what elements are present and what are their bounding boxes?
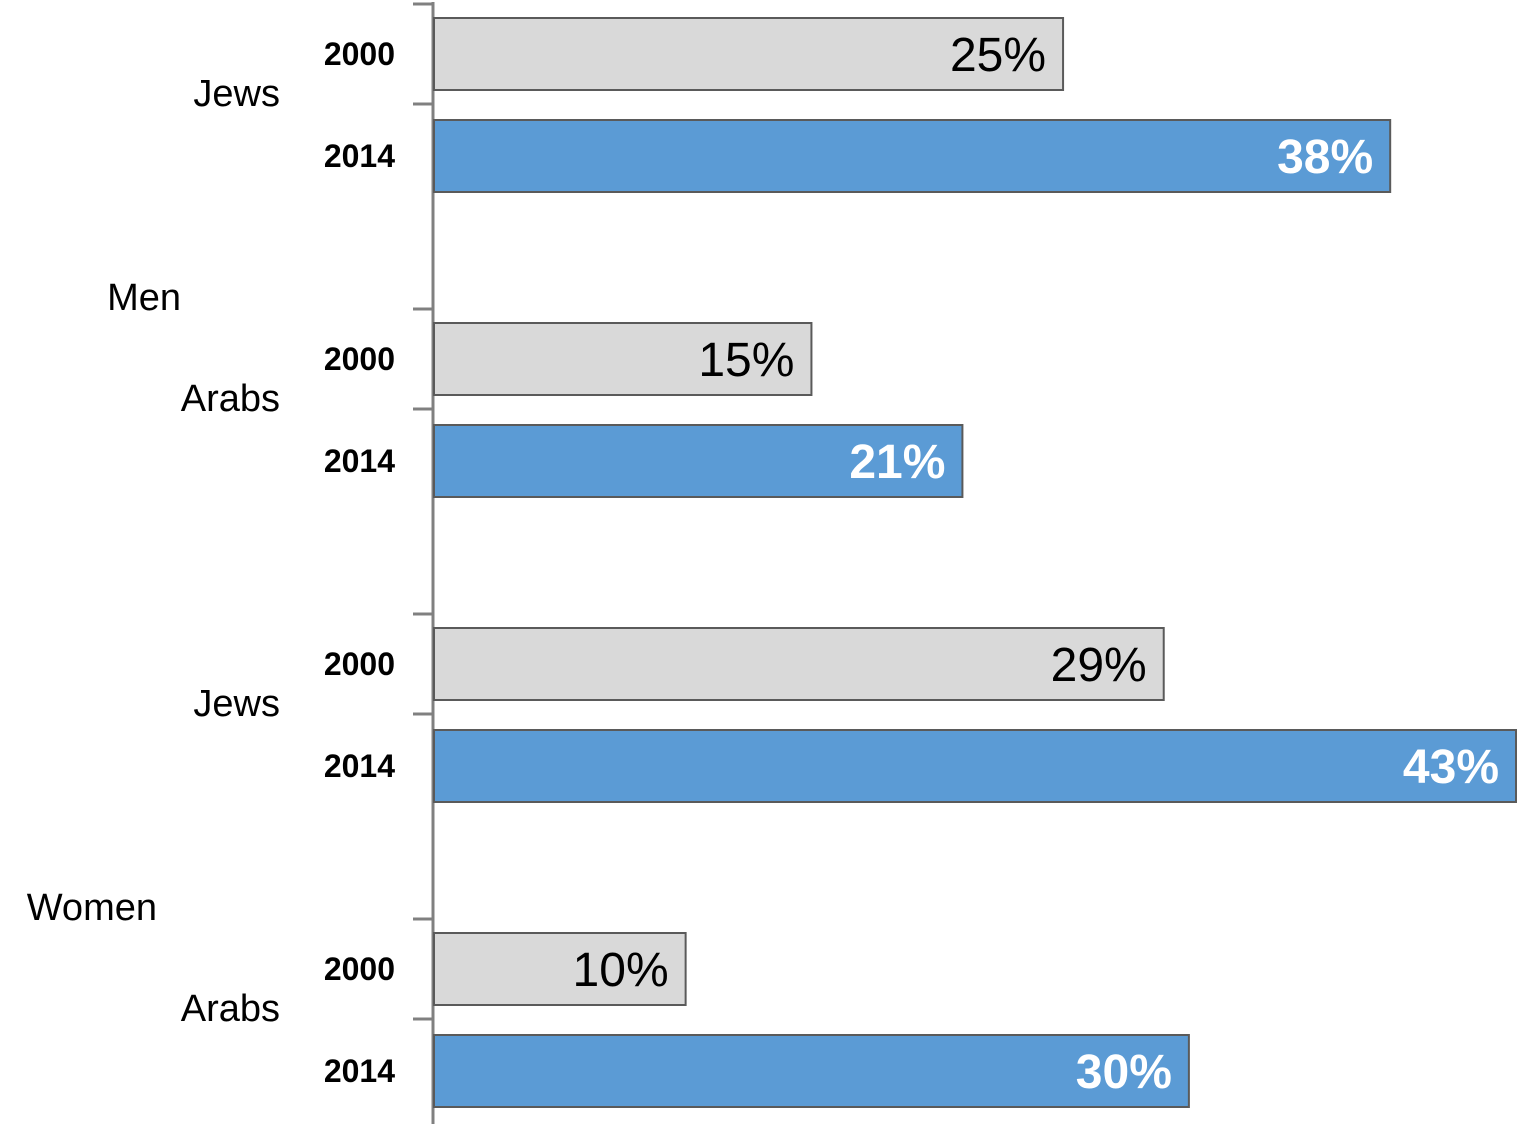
bar-women-jews-2000 xyxy=(433,627,1165,701)
year-tick-label: 2000 xyxy=(324,36,395,72)
year-tick-label: 2000 xyxy=(324,341,395,377)
bar-women-jews-2014 xyxy=(433,729,1517,803)
bar-value-label: 30% xyxy=(1076,1046,1172,1099)
year-tick-label: 2014 xyxy=(324,1053,395,1089)
group-label: Arabs xyxy=(181,378,280,420)
bar-women-arabs-2000 xyxy=(433,932,687,1006)
bar-value-label: 21% xyxy=(849,436,945,489)
bar-men-arabs-2014 xyxy=(433,424,964,498)
bar-men-jews-2000 xyxy=(433,17,1065,91)
bar-men-jews-2014 xyxy=(433,119,1392,193)
group-label: Jews xyxy=(193,73,280,115)
bar-value-label: 10% xyxy=(573,944,669,997)
group-label: Jews xyxy=(193,683,280,725)
group-label: Arabs xyxy=(181,988,280,1030)
category-label: Men xyxy=(107,277,181,319)
bar-men-arabs-2000 xyxy=(433,322,813,396)
year-tick-label: 2014 xyxy=(324,748,395,784)
bar-women-arabs-2014 xyxy=(433,1034,1190,1108)
bar-value-label: 15% xyxy=(698,334,794,387)
year-tick-label: 2014 xyxy=(324,443,395,479)
year-tick-label: 2000 xyxy=(324,951,395,987)
year-tick-label: 2000 xyxy=(324,646,395,682)
bar-value-label: 29% xyxy=(1051,639,1147,692)
category-label: Women xyxy=(27,887,157,929)
year-tick-label: 2014 xyxy=(324,138,395,174)
bar-value-label: 25% xyxy=(950,29,1046,82)
bar-value-label: 43% xyxy=(1403,741,1499,794)
bar-value-label: 38% xyxy=(1277,131,1373,184)
